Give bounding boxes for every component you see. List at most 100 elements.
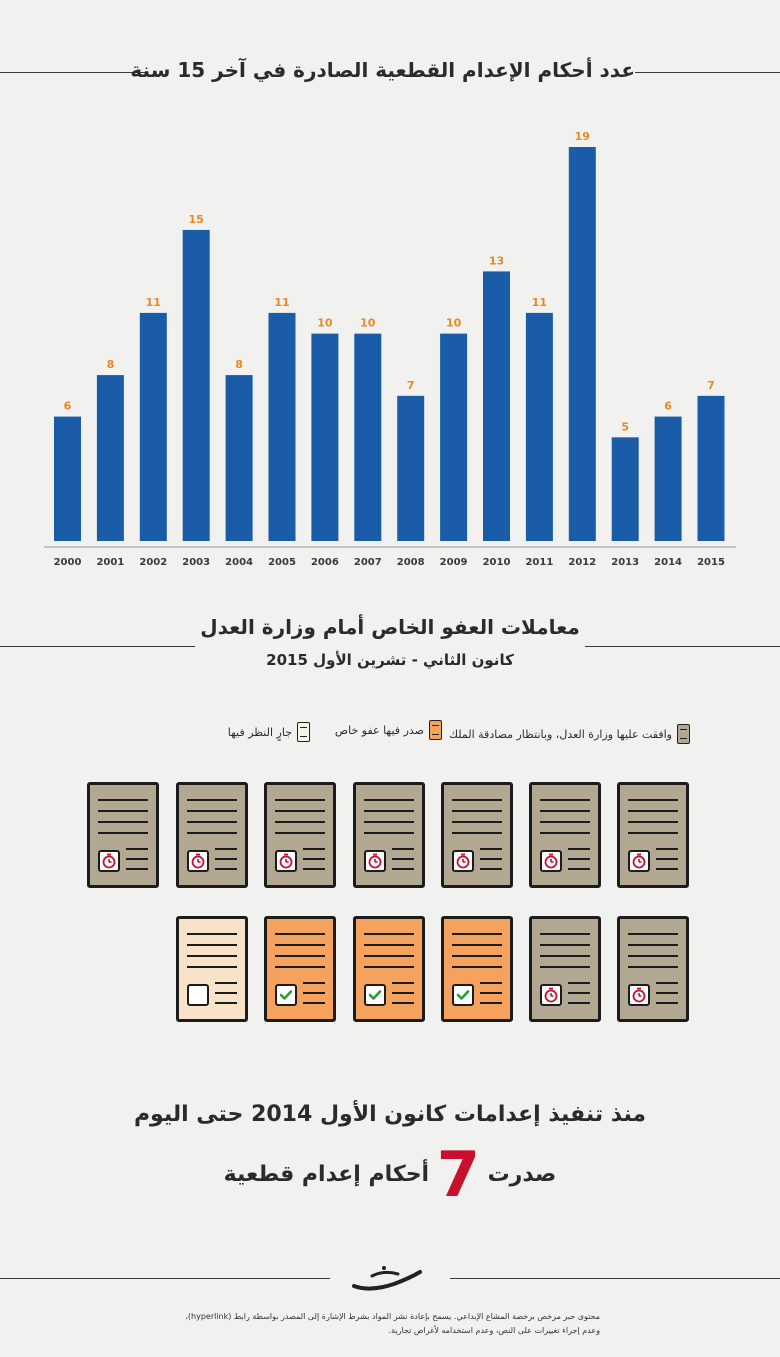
text-line xyxy=(215,982,237,984)
summary-line2: صدرت 7 أحكام إعدام قطعية xyxy=(0,1135,780,1215)
text-line xyxy=(452,821,502,823)
value-label: 10 xyxy=(360,317,376,330)
text-line xyxy=(392,848,414,850)
text-line xyxy=(656,1002,678,1004)
text-line xyxy=(215,1002,237,1004)
summary-number: 7 xyxy=(436,1138,480,1211)
text-line xyxy=(303,848,325,850)
checkmark-icon xyxy=(364,984,386,1006)
tick-label: 2007 xyxy=(354,557,382,568)
text-line xyxy=(303,992,325,994)
license-line1: محتوى حبر مرخص برخصة المشاع الإبداعي. يس… xyxy=(185,1312,600,1321)
value-label: 13 xyxy=(489,254,504,267)
text-line xyxy=(656,868,678,870)
text-line xyxy=(656,982,678,984)
stopwatch-icon xyxy=(540,850,562,872)
stopwatch-icon xyxy=(628,984,650,1006)
text-line xyxy=(568,992,590,994)
document-pardon xyxy=(264,916,336,1022)
text-line xyxy=(656,992,678,994)
text-line xyxy=(126,848,148,850)
legend-label: صدر فيها عفو خاص xyxy=(334,723,424,737)
tick-label: 2006 xyxy=(311,557,339,568)
value-label: 7 xyxy=(407,379,415,392)
text-line xyxy=(540,821,590,823)
document-under-review xyxy=(353,782,425,888)
text-line xyxy=(540,955,590,957)
text-line xyxy=(275,955,325,957)
text-line xyxy=(364,810,414,812)
legend-item-under-review: جارٍ النظر فيها xyxy=(228,722,310,742)
text-line xyxy=(187,810,237,812)
document-under-review xyxy=(87,782,159,888)
tick-label: 2014 xyxy=(654,557,682,568)
text-line xyxy=(452,799,502,801)
value-label: 11 xyxy=(532,296,547,309)
tick-label: 2013 xyxy=(611,557,639,568)
bar-2011 xyxy=(525,312,553,541)
license-text: محتوى حبر مرخص برخصة المشاع الإبداعي. يس… xyxy=(40,1310,600,1338)
value-label: 11 xyxy=(274,296,289,309)
text-line xyxy=(275,966,325,968)
text-line xyxy=(540,966,590,968)
document-under-review xyxy=(176,782,248,888)
document-icon xyxy=(429,720,442,740)
text-line xyxy=(656,848,678,850)
text-line xyxy=(628,944,678,946)
document-approved xyxy=(176,916,248,1022)
legend-item-approved: وافقت عليها وزارة العدل، وبانتظار مصادقة… xyxy=(449,724,690,744)
bar-2004 xyxy=(225,375,253,541)
tick-label: 2012 xyxy=(568,557,596,568)
bar-2005 xyxy=(268,312,296,541)
chart-title: عدد أحكام الإعدام القطعية الصادرة في آخر… xyxy=(130,58,635,82)
value-label: 11 xyxy=(146,296,161,309)
stopwatch-icon xyxy=(628,850,650,872)
bar-2007 xyxy=(354,333,382,541)
text-line xyxy=(303,1002,325,1004)
text-line xyxy=(540,933,590,935)
stopwatch-icon xyxy=(275,850,297,872)
text-line xyxy=(452,832,502,834)
tick-label: 2009 xyxy=(440,557,468,568)
text-line xyxy=(628,933,678,935)
bar-chart: 6 2000 8 2001 11 2002 15 2003 8 2004 11 2005 10 2006 1… xyxy=(44,130,736,568)
text-line xyxy=(275,944,325,946)
document-under-review xyxy=(617,916,689,1022)
text-line xyxy=(303,858,325,860)
logo-icon xyxy=(352,1266,422,1291)
section2-subtitle: كانون الثاني - تشرين الأول 2015 xyxy=(266,651,514,669)
text-line xyxy=(303,868,325,870)
text-line xyxy=(215,858,237,860)
document-pardon xyxy=(441,916,513,1022)
bar-2003 xyxy=(182,229,210,541)
text-line xyxy=(187,832,237,834)
text-line xyxy=(628,799,678,801)
checkmark-icon xyxy=(452,984,474,1006)
status-legend: وافقت عليها وزارة العدل، وبانتظار مصادقة… xyxy=(0,718,780,758)
text-line xyxy=(187,955,237,957)
bar-2015 xyxy=(697,395,725,541)
tick-label: 2011 xyxy=(525,557,553,568)
summary-suffix: أحكام إعدام قطعية xyxy=(223,1162,430,1187)
text-line xyxy=(540,944,590,946)
text-line xyxy=(452,955,502,957)
value-label: 7 xyxy=(707,379,715,392)
document-under-review xyxy=(264,782,336,888)
text-line xyxy=(480,1002,502,1004)
text-line xyxy=(628,810,678,812)
tick-label: 2000 xyxy=(54,557,82,568)
text-line xyxy=(392,992,414,994)
tick-label: 2001 xyxy=(96,557,124,568)
value-label: 8 xyxy=(235,358,243,371)
value-label: 8 xyxy=(107,358,115,371)
stopwatch-icon xyxy=(187,850,209,872)
section2-title: معاملات العفو الخاص أمام وزارة العدل xyxy=(200,615,580,639)
text-line xyxy=(275,799,325,801)
empty-checkbox-icon xyxy=(187,984,209,1006)
text-line xyxy=(628,966,678,968)
tick-label: 2015 xyxy=(697,557,725,568)
text-line xyxy=(392,982,414,984)
text-line xyxy=(275,810,325,812)
title-rule-left xyxy=(0,72,145,73)
text-line xyxy=(452,933,502,935)
